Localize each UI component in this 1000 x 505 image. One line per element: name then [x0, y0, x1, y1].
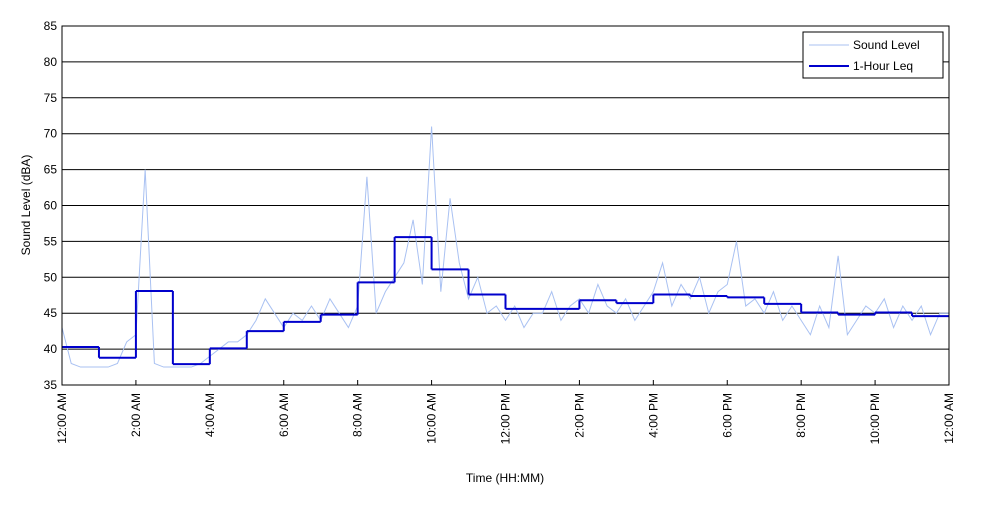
x-tick-label: 6:00 PM: [720, 393, 734, 438]
x-tick-label: 12:00 AM: [55, 393, 69, 444]
legend-label: 1-Hour Leq: [853, 59, 913, 73]
x-tick-label: 2:00 PM: [572, 393, 586, 438]
y-axis-label: Sound Level (dBA): [19, 155, 33, 256]
legend-box: [802, 31, 944, 79]
y-tick-label: 70: [44, 127, 58, 141]
legend-label: Sound Level: [853, 38, 920, 52]
y-tick-label: 75: [44, 91, 58, 105]
y-tick-label: 45: [44, 306, 58, 320]
y-tick-label: 55: [44, 234, 58, 248]
y-tick-label: 50: [44, 270, 58, 284]
x-tick-label: 12:00 PM: [499, 393, 513, 444]
y-tick-label: 65: [44, 163, 58, 177]
y-tick-label: 80: [44, 55, 58, 69]
x-axis-label: Time (HH:MM): [466, 471, 544, 485]
y-tick-label: 85: [44, 19, 58, 33]
x-tick-label: 2:00 AM: [129, 393, 143, 437]
y-tick-label: 40: [44, 342, 58, 356]
y-tick-label: 60: [44, 199, 58, 213]
x-tick-label: 8:00 AM: [351, 393, 365, 437]
x-tick-label: 10:00 PM: [868, 393, 882, 444]
x-tick-label: 4:00 PM: [646, 393, 660, 438]
x-tick-label: 8:00 PM: [794, 393, 808, 438]
x-tick-label: 10:00 AM: [425, 393, 439, 444]
x-tick-label: 4:00 AM: [203, 393, 217, 437]
x-tick-label: 6:00 AM: [277, 393, 291, 437]
plot-frame: [61, 25, 950, 386]
x-tick-label: 12:00 AM: [942, 393, 956, 444]
y-tick-label: 35: [44, 378, 58, 392]
